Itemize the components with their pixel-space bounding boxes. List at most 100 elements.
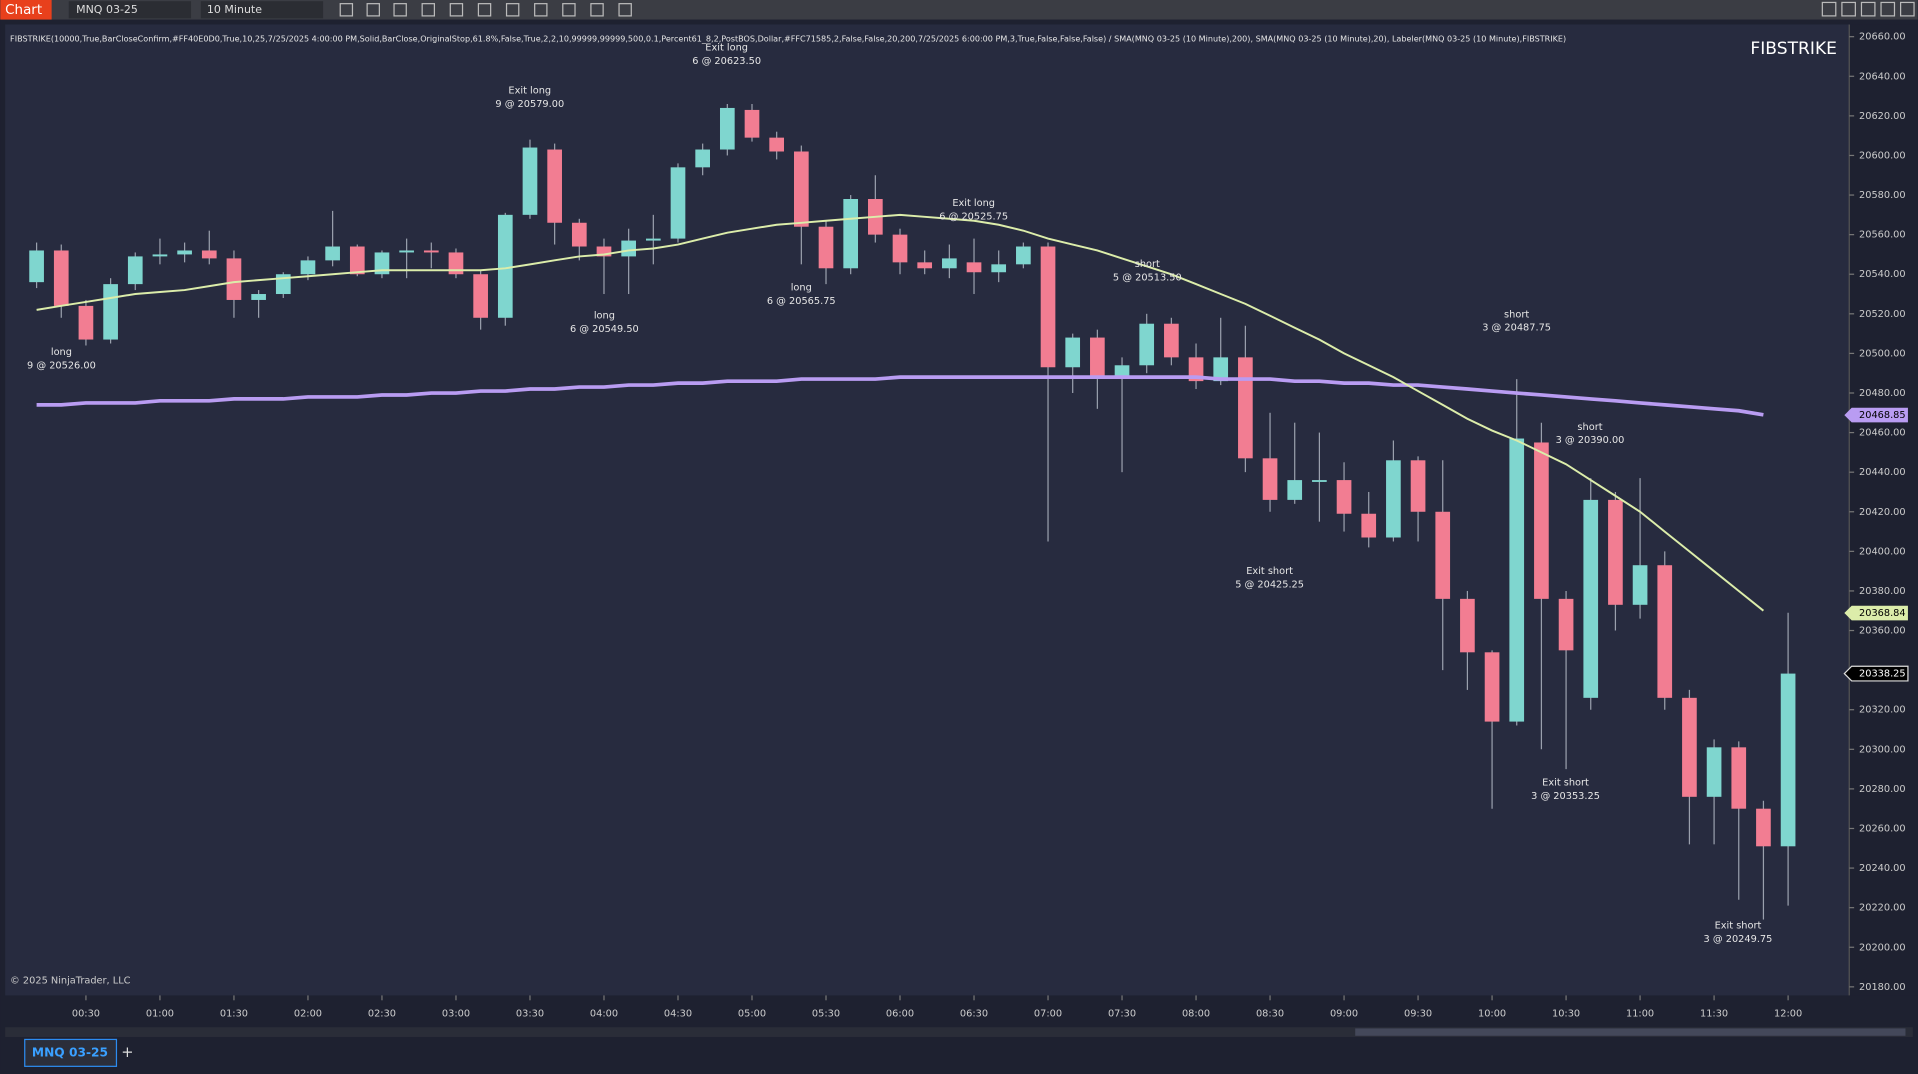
candle-body	[892, 234, 908, 263]
tab-add[interactable]: +	[121, 1044, 133, 1061]
candle-body	[621, 240, 636, 257]
candle-body	[1583, 499, 1599, 698]
trade-label: 9 @ 20526.00	[27, 361, 96, 372]
x-tick-label: 03:00	[442, 1009, 470, 1020]
candle-body	[1410, 460, 1426, 512]
trade-label: 9 @ 20579.00	[495, 99, 564, 110]
x-tick-label: 02:00	[294, 1009, 322, 1020]
tab-label: MNQ 03-25	[32, 1045, 108, 1059]
candle-body	[251, 294, 266, 300]
candle-body	[991, 264, 1007, 273]
candle-body	[1238, 357, 1253, 459]
candle-body	[1657, 565, 1673, 698]
candle-body	[1460, 598, 1475, 653]
y-tick-label: 20540.00	[1859, 269, 1906, 280]
instrument-select[interactable]	[68, 1, 192, 19]
trade-label: short	[1504, 309, 1529, 320]
x-tick-label: 11:30	[1700, 1009, 1728, 1020]
y-tick-label: 20240.00	[1859, 863, 1906, 874]
indicator-text: FIBSTRIKE(10000,True,BarCloseConfirm,#FF…	[10, 35, 1566, 44]
price-tag-label: 20368.84	[1859, 608, 1906, 619]
y-tick-label: 20380.00	[1859, 586, 1906, 597]
candle-body	[1632, 565, 1648, 605]
candle-body	[571, 222, 587, 247]
candle-body	[596, 246, 612, 257]
trade-label: 3 @ 20249.75	[1704, 934, 1773, 945]
price-tag-label: 20338.25	[1859, 669, 1906, 680]
trade-label: Exit long	[705, 43, 748, 54]
toolbar	[0, 0, 1918, 20]
x-tick-label: 07:00	[1034, 1009, 1062, 1020]
trade-label: 6 @ 20623.50	[692, 56, 761, 67]
candle-body	[374, 252, 390, 275]
y-tick-label: 20440.00	[1859, 467, 1906, 478]
candle-body	[1114, 365, 1130, 378]
x-tick-label: 07:30	[1108, 1009, 1136, 1020]
interval-select[interactable]	[200, 1, 324, 19]
y-tick-label: 20280.00	[1859, 784, 1906, 795]
app-button[interactable]	[0, 0, 52, 20]
candle-body	[1780, 673, 1796, 847]
candle-body	[1608, 499, 1623, 605]
candle-body	[769, 137, 785, 152]
candle-body	[497, 214, 513, 318]
scrollbar[interactable]	[5, 1027, 1913, 1037]
toolbar-icons[interactable]	[339, 1, 1915, 17]
trade-label: long	[594, 310, 615, 321]
y-tick-label: 20640.00	[1859, 71, 1906, 82]
candle-body	[1336, 480, 1352, 514]
copyright: © 2025 NinjaTrader, LLC	[10, 976, 131, 987]
candle-body	[103, 284, 118, 340]
scroll-thumb[interactable]	[1355, 1028, 1906, 1036]
candle-body	[917, 262, 933, 269]
x-tick-label: 05:00	[738, 1009, 766, 1020]
x-tick-label: 04:30	[664, 1009, 692, 1020]
y-tick-label: 20500.00	[1859, 348, 1906, 359]
candle-body	[966, 262, 982, 273]
y-tick-label: 20660.00	[1859, 32, 1906, 43]
price-axis	[1849, 24, 1918, 996]
x-tick-label: 04:00	[590, 1009, 618, 1020]
trade-label: short	[1135, 259, 1160, 270]
x-tick-label: 03:30	[516, 1009, 544, 1020]
candle-body	[1386, 460, 1401, 538]
trade-label: Exit short	[1542, 778, 1589, 789]
trade-label: 3 @ 20487.75	[1482, 323, 1551, 334]
y-tick-label: 20480.00	[1859, 388, 1906, 399]
candle-body	[1287, 480, 1303, 500]
candle-body	[399, 250, 414, 253]
candle-body	[1139, 323, 1155, 366]
trade-label: 3 @ 20390.00	[1556, 435, 1625, 446]
price-tag	[1843, 665, 1909, 682]
x-tick-label: 10:30	[1552, 1009, 1580, 1020]
candle-body	[177, 250, 192, 255]
interval-label: 10 Minute	[207, 3, 262, 16]
x-tick-label: 10:00	[1478, 1009, 1506, 1020]
trade-label: short	[1577, 422, 1602, 433]
candle-body	[1682, 697, 1697, 797]
x-tick-label: 02:30	[368, 1009, 396, 1020]
candle-body	[448, 252, 464, 275]
x-tick-label: 08:30	[1256, 1009, 1284, 1020]
price-tag	[1844, 605, 1908, 621]
candle-body	[1558, 598, 1574, 651]
candle-body	[423, 250, 439, 253]
y-tick-label: 20560.00	[1859, 230, 1906, 241]
price-tag-label: 20468.85	[1859, 410, 1906, 421]
candle-body	[744, 109, 760, 138]
y-tick-label: 20300.00	[1859, 744, 1906, 755]
candle-body	[695, 149, 710, 168]
x-tick-label: 06:30	[960, 1009, 988, 1020]
candle-body	[325, 246, 340, 261]
tab[interactable]	[24, 1038, 118, 1067]
y-tick-label: 20420.00	[1859, 507, 1906, 518]
candle-body	[1484, 652, 1500, 722]
candle-body	[349, 246, 365, 275]
y-tick-label: 20580.00	[1859, 190, 1906, 201]
y-tick-label: 20620.00	[1859, 111, 1906, 122]
candle-body	[1262, 458, 1278, 500]
candle-body	[1706, 747, 1722, 797]
x-tick-label: 09:30	[1404, 1009, 1432, 1020]
plot-area	[5, 24, 1850, 996]
